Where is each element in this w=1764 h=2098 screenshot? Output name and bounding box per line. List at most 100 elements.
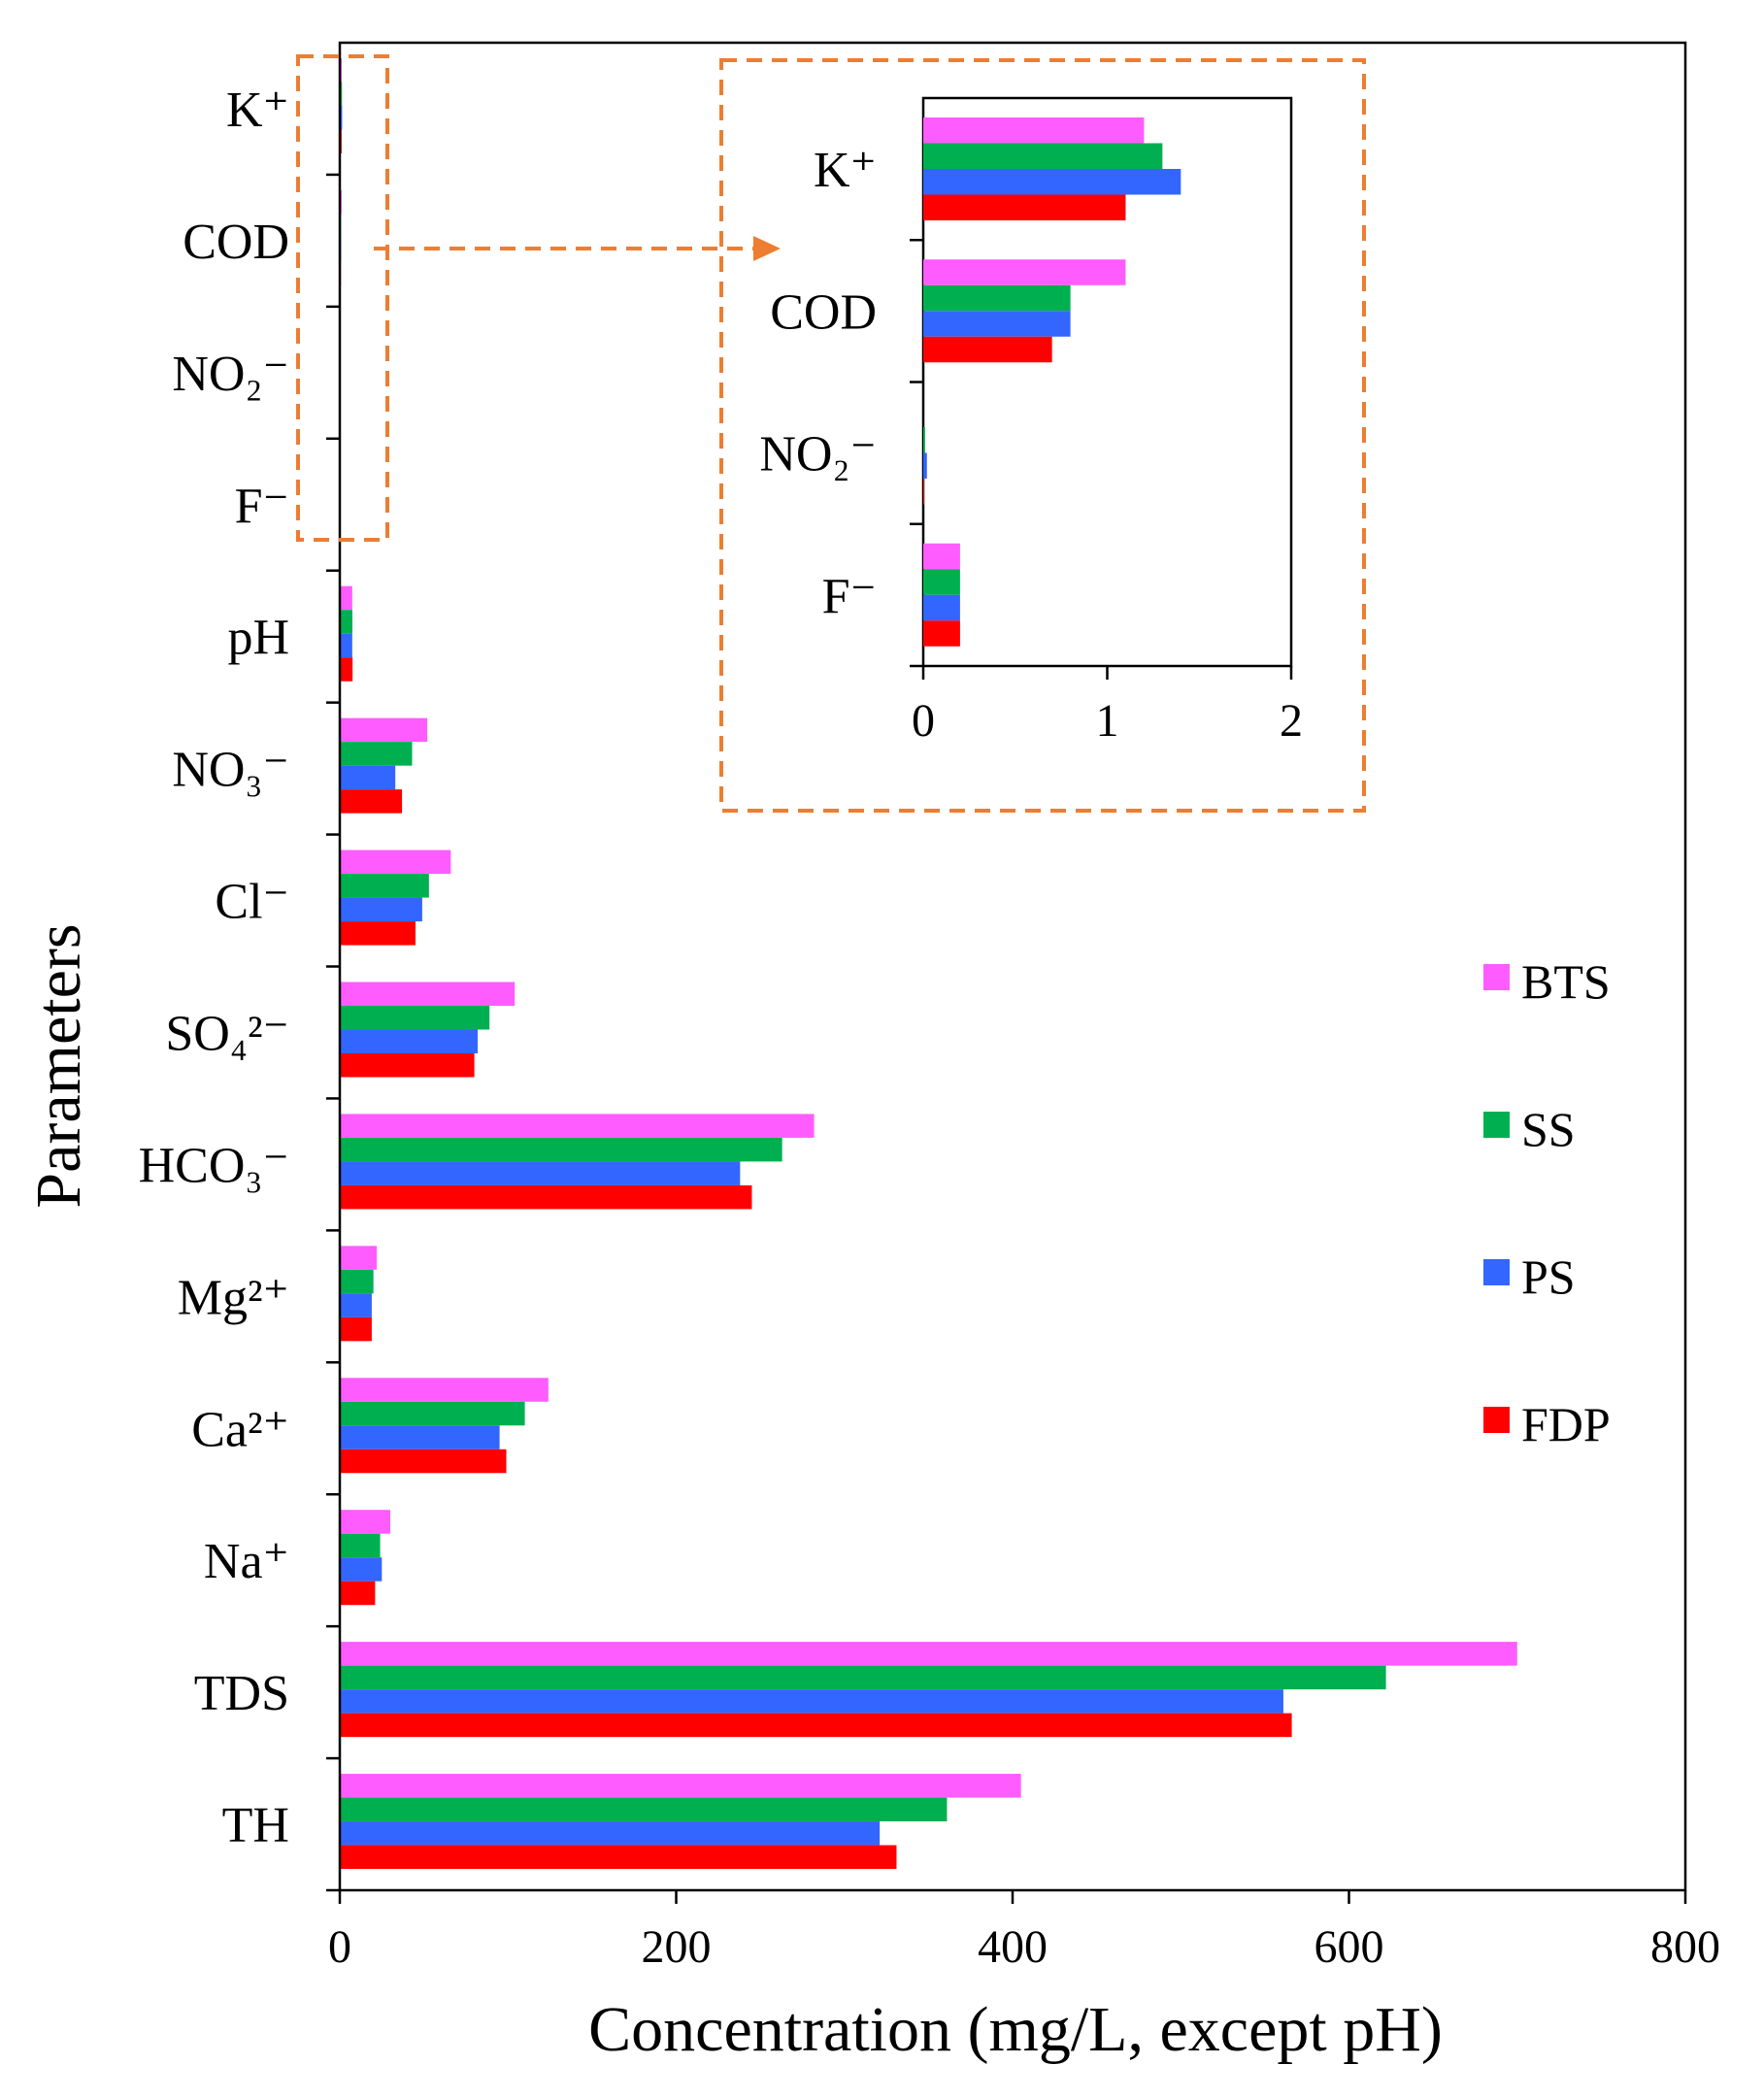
bar-bts (340, 1114, 815, 1138)
bar-ss (340, 1269, 374, 1294)
bar-ss (340, 1401, 525, 1426)
inset-x-tick-label: 2 (1280, 695, 1303, 747)
inset-bar-ps (923, 594, 960, 621)
legend-label-fdp: FDP (1521, 1397, 1611, 1451)
legend-label-ss: SS (1521, 1102, 1576, 1156)
inset-bar-fdp (923, 336, 1052, 363)
bar-fdp (340, 1316, 372, 1342)
inset-frame-box (719, 58, 1366, 813)
bar-bts (340, 849, 451, 875)
bar-ps (340, 1425, 500, 1449)
inset-category-label: NO₂⁻ (759, 427, 877, 483)
main-plot (340, 58, 1517, 1870)
bar-bts (340, 1246, 378, 1270)
inset-bar-fdp (923, 620, 960, 647)
bar-ps (340, 1161, 741, 1185)
inset-bar-ss (923, 427, 925, 453)
category-label: TDS (194, 1666, 289, 1721)
category-label: SO₄²⁻ (165, 1006, 289, 1061)
bar-ss (340, 1533, 381, 1558)
bar-ps (340, 1689, 1283, 1714)
x-tick-label: 200 (642, 1921, 712, 1973)
bar-ps (340, 1821, 881, 1846)
category-label: TH (222, 1798, 289, 1853)
x-tick-label: 400 (978, 1921, 1048, 1973)
inset-bar-ss (923, 143, 1163, 169)
bar-fdp (340, 657, 353, 682)
inset-bar-ps (923, 452, 927, 479)
legend-label-ps: PS (1521, 1249, 1576, 1304)
bar-bts (340, 1510, 390, 1534)
category-label: NO₃⁻ (172, 743, 289, 798)
bar-ps (340, 1293, 372, 1317)
y-axis-title: Parameters (23, 923, 94, 1208)
zoom-region-box (296, 54, 389, 542)
inset-bar-bts (923, 543, 960, 570)
inset-bar-fdp (923, 194, 1126, 220)
bar-fdp (340, 1449, 507, 1474)
bar-bts (340, 1774, 1021, 1798)
inset-x-tick-label: 1 (1096, 695, 1119, 747)
legend-label-bts: BTS (1521, 954, 1611, 1009)
inset-category-label: COD (770, 284, 877, 340)
inset-bar-fdp (923, 479, 924, 505)
category-label: F⁻ (235, 479, 289, 534)
bar-fdp (340, 1713, 1292, 1738)
bar-ps (340, 897, 422, 922)
category-label: Cl⁻ (215, 875, 289, 930)
x-tick-label: 600 (1315, 1921, 1384, 1973)
inset-category-label: K⁺ (814, 143, 877, 198)
inset-bar-ss (923, 284, 1071, 312)
category-label: pH (227, 611, 289, 666)
bar-ss (340, 742, 413, 766)
bar-fdp (340, 921, 416, 946)
inset-bar-ps (923, 311, 1071, 337)
bar-ss (340, 1006, 490, 1030)
legend-swatch-ps (1483, 1259, 1510, 1285)
bar-bts (340, 585, 352, 611)
category-label: Na⁺ (204, 1534, 289, 1589)
category-label: COD (183, 215, 289, 270)
category-label: NO₂⁻ (172, 347, 289, 402)
legend-swatch-bts (1483, 964, 1510, 990)
bar-bts (340, 1378, 549, 1402)
inset-bar-ps (923, 169, 1182, 195)
bar-ps (340, 633, 352, 658)
x-axis-title: Concentration (mg/L, except pH) (588, 1994, 1443, 2065)
bar-fdp (340, 1845, 897, 1870)
bar-ps (340, 1557, 383, 1582)
bar-fdp (340, 1581, 376, 1606)
legend: BTS SS PS FDP (1483, 954, 1611, 1451)
bar-fdp (340, 1184, 752, 1210)
bar-bts (340, 1642, 1517, 1666)
category-label: K⁺ (226, 83, 289, 138)
bar-ps (340, 765, 396, 790)
x-tick-label: 0 (328, 1921, 351, 1973)
main-axes: K⁺ COD NO₂⁻ F⁻ pH NO₃⁻ Cl⁻ SO₄²⁻ HCO₃⁻ Mg²⁺ Ca²⁺ Na… (139, 41, 1720, 1973)
zoom-callout (296, 54, 1366, 813)
legend-swatch-fdp (1483, 1407, 1510, 1433)
bar-fdp (340, 1053, 475, 1078)
bar-fdp (340, 789, 403, 814)
category-label: HCO₃⁻ (139, 1138, 289, 1193)
inset-bar-bts (923, 259, 1126, 285)
category-label: Mg²⁺ (178, 1270, 289, 1325)
bar-ss (340, 1665, 1386, 1690)
inset-category-label: F⁻ (822, 569, 877, 624)
x-tick-label: 800 (1650, 1921, 1720, 1973)
bar-ps (340, 1029, 479, 1053)
bar-ss (340, 1797, 948, 1822)
bar-bts (340, 717, 428, 743)
bar-ss (340, 610, 352, 634)
inset-x-tick-label: 0 (912, 695, 935, 747)
bar-ss (340, 874, 429, 898)
legend-swatch-ss (1483, 1112, 1510, 1138)
category-label: Ca²⁺ (191, 1402, 289, 1457)
bar-ss (340, 1137, 782, 1162)
bar-bts (340, 982, 516, 1006)
zoom-arrow-head (753, 236, 781, 261)
inset-bar-bts (923, 117, 1145, 144)
inset-chart: K⁺ COD NO₂⁻ F⁻ 0 1 2 (759, 96, 1303, 747)
inset-bar-ss (923, 569, 960, 595)
